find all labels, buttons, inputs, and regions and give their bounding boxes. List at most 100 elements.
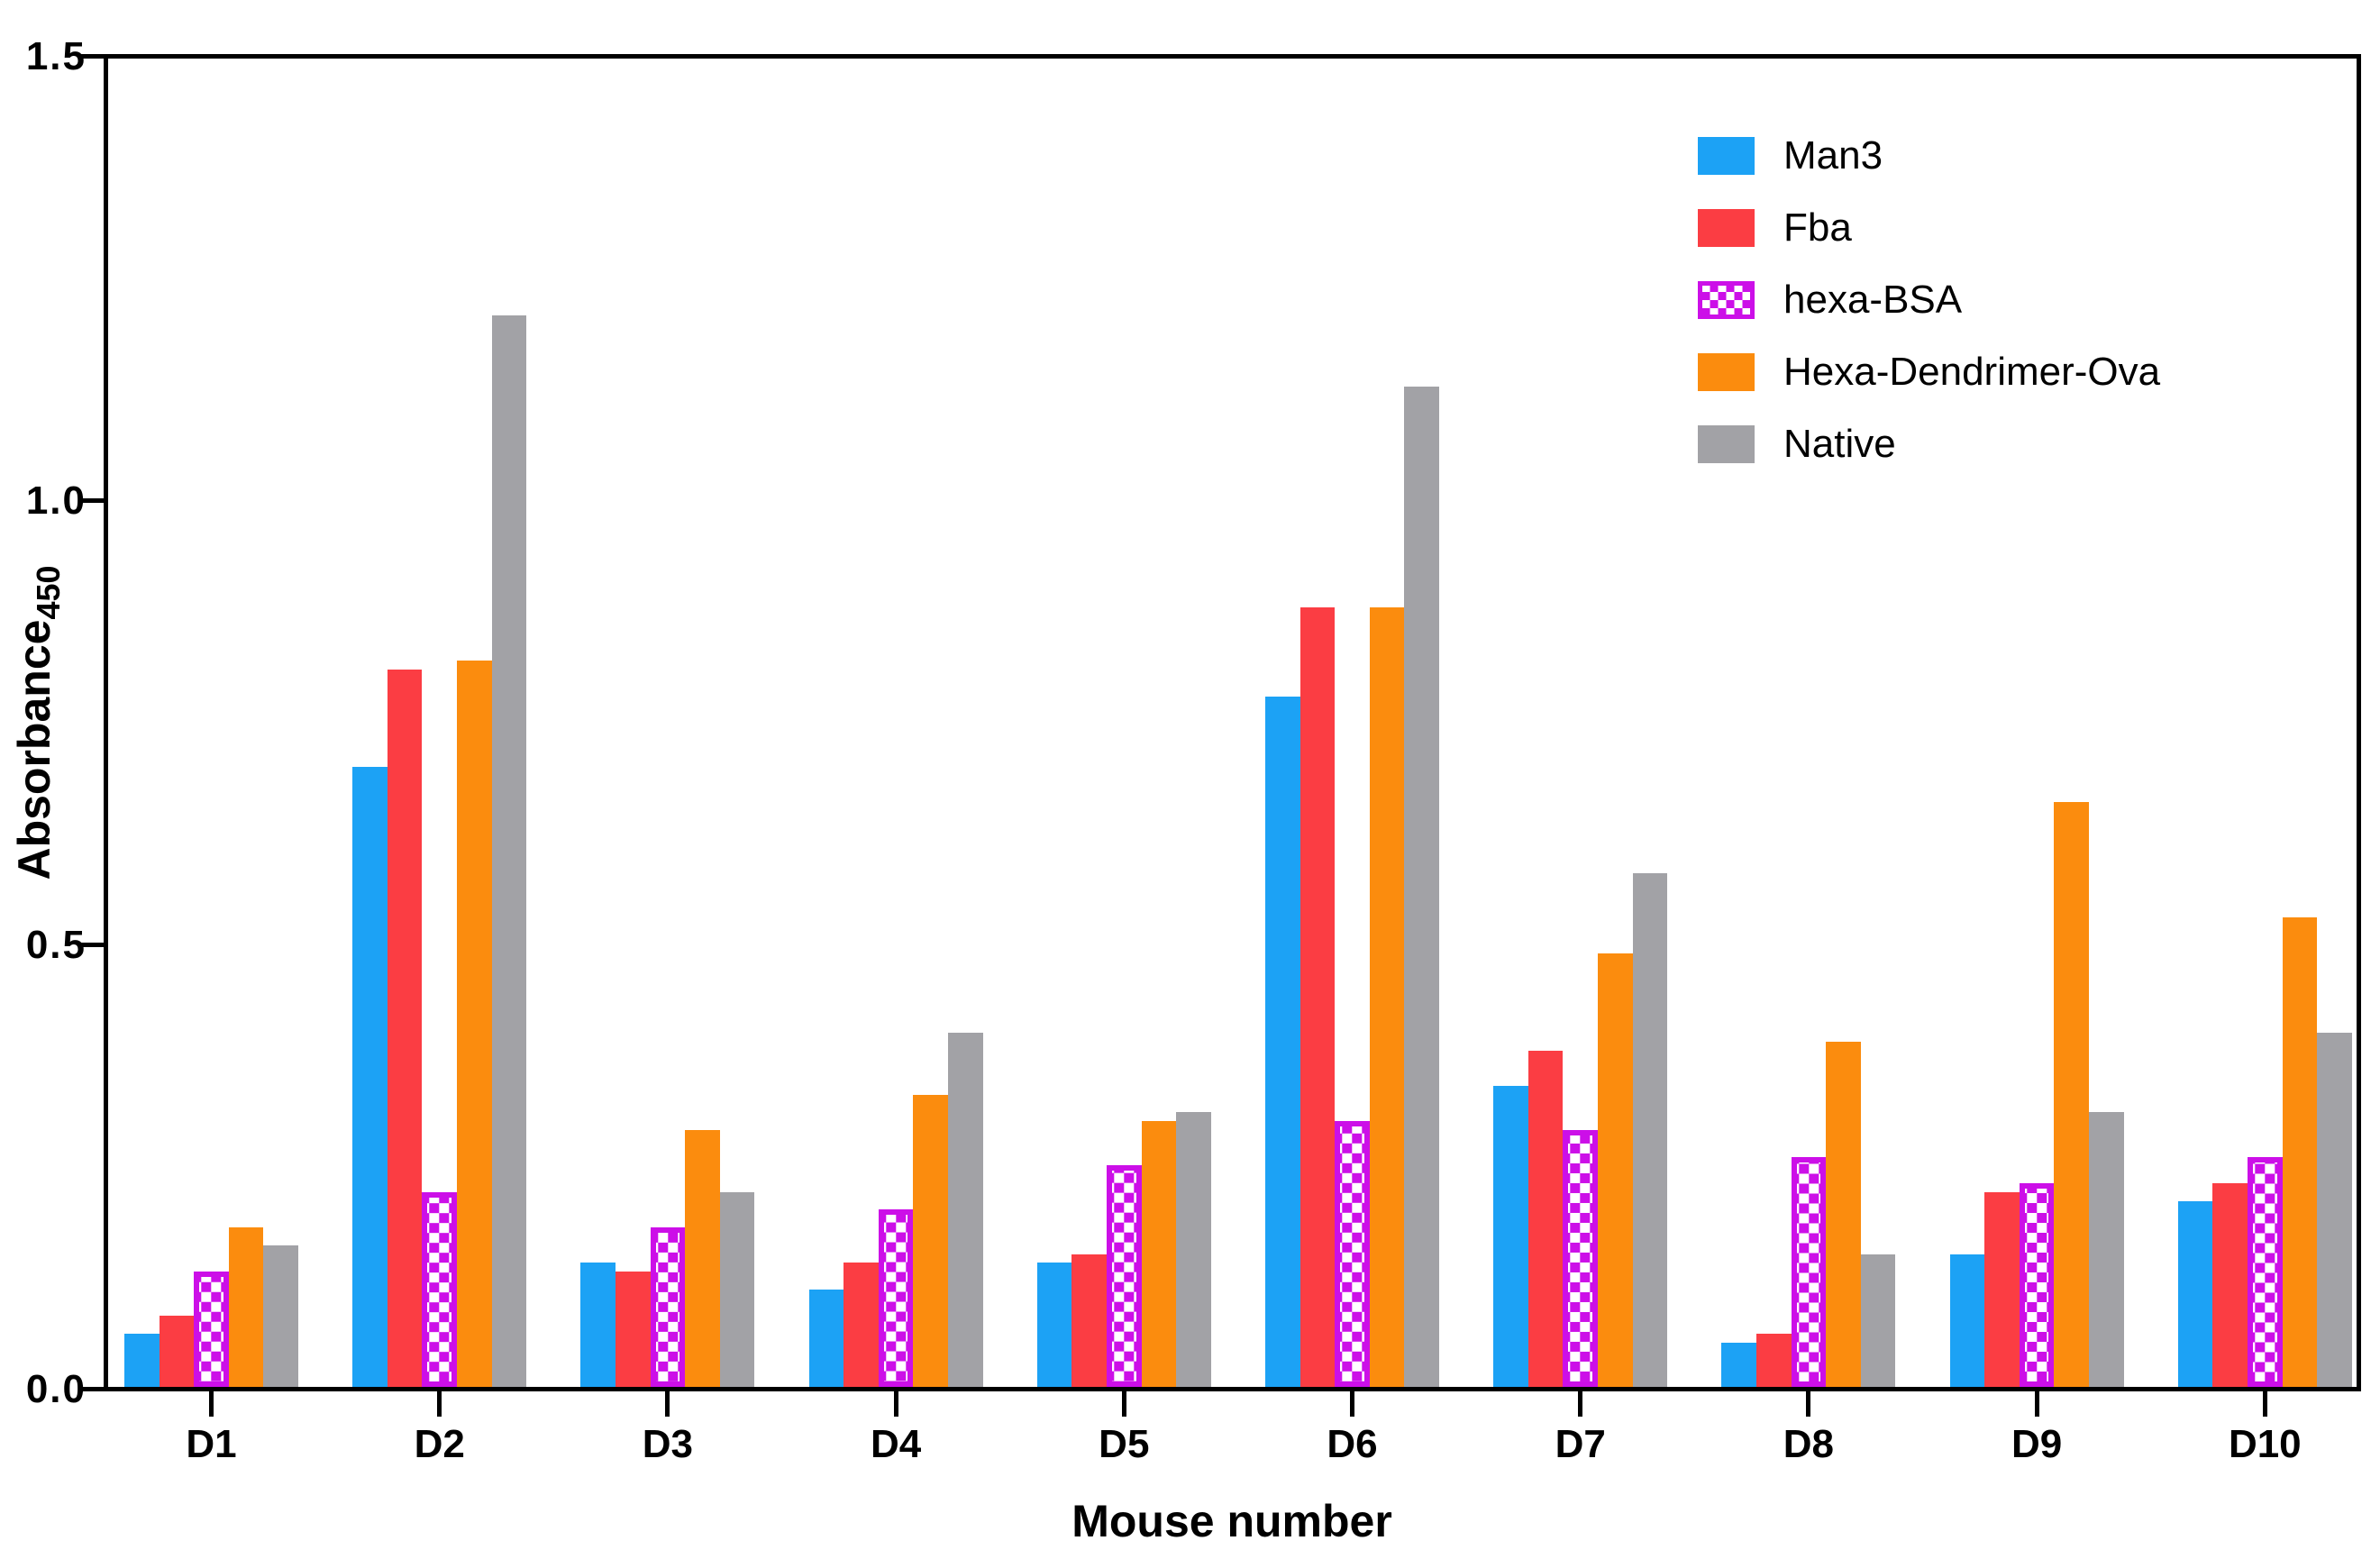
y-tick <box>78 943 104 947</box>
legend: Man3 Fba hexa-BSA Hexa-Dendrimer-Ova Nat… <box>1698 120 2160 480</box>
bar-Fba-D7 <box>1527 1050 1564 1387</box>
bar-Hexa-Dendrimer-Ova-D6 <box>1369 607 1405 1387</box>
bar-Native-D10 <box>2317 1032 2352 1387</box>
bar-Fba-D8 <box>1756 1334 1792 1387</box>
legend-label-man3: Man3 <box>1783 133 1883 178</box>
x-axis-title: Mouse number <box>1071 1496 1392 1546</box>
x-tick-label: D3 <box>642 1422 694 1466</box>
x-tick <box>665 1391 670 1417</box>
bar-hexa-BSA-D5 <box>1107 1165 1142 1387</box>
bar-Fba-D3 <box>616 1272 651 1387</box>
legend-item-man3: Man3 <box>1698 120 2160 192</box>
x-tick <box>1121 1391 1126 1417</box>
bar-Native-D3 <box>719 1191 755 1387</box>
legend-label-hexa-dendrimer-ova: Hexa-Dendrimer-Ova <box>1783 350 2161 394</box>
bar-hexa-BSA-D6 <box>1335 1121 1370 1387</box>
bar-hexa-BSA-D9 <box>2019 1183 2055 1387</box>
bar-hexa-BSA-D4 <box>878 1209 914 1387</box>
bar-Fba-D2 <box>387 670 423 1387</box>
x-tick-label: D2 <box>414 1422 465 1466</box>
bar-hexa-BSA-D7 <box>1563 1130 1598 1387</box>
bar-hexa-BSA-D2 <box>422 1191 457 1387</box>
bar-Hexa-Dendrimer-Ova-D4 <box>913 1094 948 1387</box>
bar-hexa-BSA-D8 <box>1791 1156 1827 1387</box>
y-axis-title-text: Absorbance <box>9 619 59 880</box>
x-tick <box>2262 1391 2267 1417</box>
bar-Native-D2 <box>491 315 527 1387</box>
legend-swatch-man3 <box>1698 137 1755 175</box>
y-tick-label: 1.5 <box>25 33 87 78</box>
plot-frame <box>104 54 2361 1391</box>
bar-Man3-D7 <box>1493 1085 1528 1387</box>
bar-Native-D4 <box>948 1032 983 1387</box>
bar-Native-D9 <box>2089 1112 2124 1387</box>
bar-hexa-BSA-D1 <box>194 1272 229 1387</box>
y-axis-title-subscript: 450 <box>30 565 67 620</box>
y-tick <box>78 498 104 503</box>
legend-swatch-native <box>1698 425 1755 463</box>
x-tick-label: D4 <box>870 1422 922 1466</box>
bar-Fba-D4 <box>843 1263 879 1387</box>
legend-label-fba: Fba <box>1783 205 1852 250</box>
y-tick <box>78 1387 104 1391</box>
x-tick-label: D6 <box>1327 1422 1378 1466</box>
bar-Hexa-Dendrimer-Ova-D2 <box>457 661 492 1387</box>
x-tick <box>893 1391 898 1417</box>
x-tick <box>437 1391 442 1417</box>
bar-Fba-D5 <box>1071 1254 1107 1387</box>
legend-item-native: Native <box>1698 408 2160 480</box>
y-axis-title: Absorbance450 <box>8 565 68 880</box>
legend-item-fba: Fba <box>1698 192 2160 264</box>
x-tick <box>1806 1391 1811 1417</box>
x-tick <box>1578 1391 1583 1417</box>
bar-hexa-BSA-D10 <box>2248 1156 2283 1387</box>
bar-Native-D6 <box>1404 386 1439 1387</box>
bar-Man3-D1 <box>124 1334 160 1387</box>
y-tick-label: 1.0 <box>25 478 87 523</box>
x-tick <box>2034 1391 2039 1417</box>
bar-Fba-D10 <box>2212 1183 2248 1387</box>
legend-swatch-fba <box>1698 209 1755 247</box>
legend-item-hexa-dendrimer-ova: Hexa-Dendrimer-Ova <box>1698 336 2160 408</box>
legend-swatch-hexa-dendrimer-ova <box>1698 353 1755 391</box>
legend-label-hexa-bsa: hexa-BSA <box>1783 278 1963 322</box>
bar-Fba-D6 <box>1299 607 1336 1387</box>
bar-Hexa-Dendrimer-Ova-D9 <box>2054 802 2089 1387</box>
y-tick-label: 0.5 <box>25 922 87 967</box>
x-tick-label: D10 <box>2228 1422 2302 1466</box>
bar-Man3-D10 <box>2177 1200 2213 1387</box>
bar-Man3-D5 <box>1036 1263 1072 1387</box>
y-tick-label: 0.0 <box>25 1366 87 1411</box>
bar-Native-D5 <box>1176 1112 1211 1387</box>
x-tick <box>209 1391 214 1417</box>
bar-Hexa-Dendrimer-Ova-D7 <box>1598 953 1633 1387</box>
bar-Hexa-Dendrimer-Ova-D5 <box>1141 1121 1177 1387</box>
legend-label-native: Native <box>1783 422 1896 466</box>
x-tick-label: D7 <box>1555 1422 1606 1466</box>
legend-item-hexa-bsa: hexa-BSA <box>1698 264 2160 336</box>
bar-Hexa-Dendrimer-Ova-D1 <box>228 1227 264 1387</box>
bar-Man3-D9 <box>1949 1254 1985 1387</box>
bar-Man3-D8 <box>1721 1342 1756 1387</box>
legend-swatch-hexa-bsa <box>1698 281 1755 319</box>
bar-Native-D8 <box>1860 1254 1896 1387</box>
bar-Man3-D3 <box>580 1263 616 1387</box>
x-tick-label: D8 <box>1783 1422 1835 1466</box>
x-tick <box>1350 1391 1354 1417</box>
bar-Fba-D9 <box>1984 1191 2020 1387</box>
bar-Hexa-Dendrimer-Ova-D3 <box>685 1130 720 1387</box>
bar-Native-D1 <box>263 1244 298 1387</box>
x-tick-label: D5 <box>1099 1422 1150 1466</box>
y-tick <box>78 54 104 59</box>
bar-Hexa-Dendrimer-Ova-D8 <box>1826 1041 1861 1387</box>
bar-Man3-D6 <box>1265 696 1300 1387</box>
bar-Hexa-Dendrimer-Ova-D10 <box>2282 917 2318 1387</box>
bar-Man3-D4 <box>808 1289 844 1387</box>
x-tick-label: D9 <box>2011 1422 2063 1466</box>
x-tick-label: D1 <box>186 1422 237 1466</box>
bar-hexa-BSA-D3 <box>650 1227 686 1387</box>
bar-Man3-D2 <box>352 767 388 1387</box>
bar-Native-D7 <box>1632 873 1668 1387</box>
bar-Fba-D1 <box>159 1316 195 1387</box>
